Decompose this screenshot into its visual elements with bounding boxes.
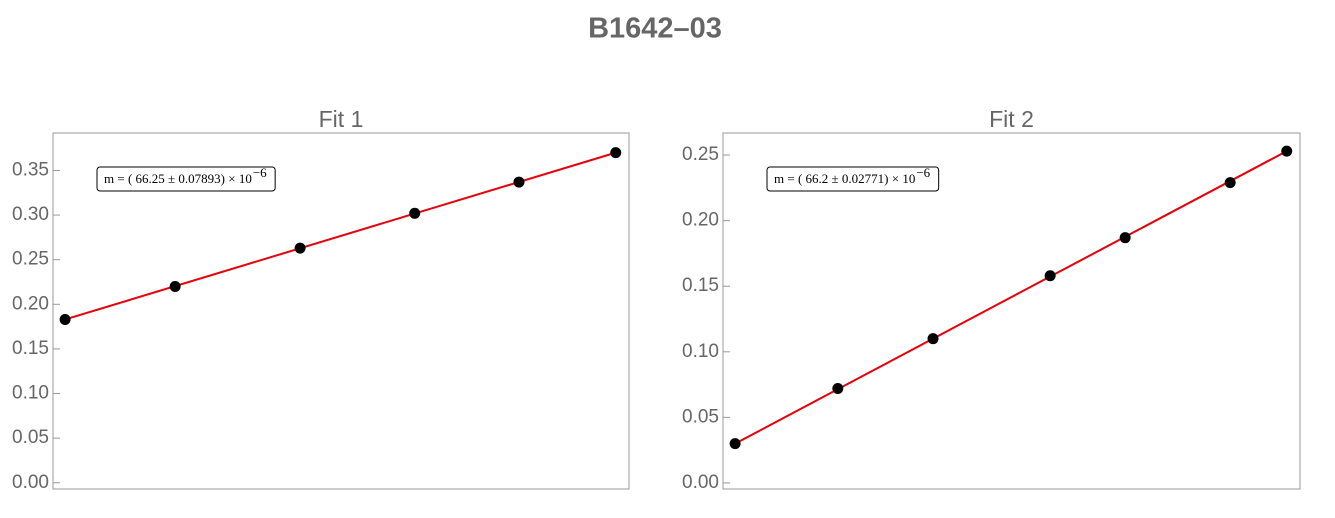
data-point [409,207,421,219]
y-tick-label: 0.00 [682,472,719,493]
y-tick-label: 0.15 [682,275,719,296]
y-tick-label: 0.30 [12,204,49,225]
data-point [729,438,741,450]
annotation: m = ( 66.2 ± 0.02771) × 10 −6 [766,165,940,192]
y-tick-label: 0.05 [682,406,719,427]
data-point [1281,145,1293,157]
y-tick-label: 0.10 [682,341,719,362]
y-tick-label: 0.35 [12,159,49,180]
data-point [1119,232,1131,244]
annotation-box [766,166,940,192]
data-point [832,383,844,395]
data-point [294,242,306,254]
fit-line [734,150,1288,445]
annotation: m = ( 66.25 ± 0.07893) × 10 −6 [96,165,276,192]
data-point [59,313,71,325]
data-point [1044,270,1056,282]
figure-title: B1642–03 [588,13,722,45]
y-tick-label: 0.20 [682,210,719,231]
y-tick-label: 0.20 [12,293,49,314]
data-point [927,333,939,345]
annotation-exponent: −6 [253,165,267,180]
y-tick-label: 0.15 [12,338,49,359]
data-point [169,280,181,292]
y-tick-label: 0.05 [12,427,49,448]
y-tick-label: 0.10 [12,383,49,404]
annotation-text: m = ( 66.2 ± 0.02771) × 10 [774,171,915,186]
annotation-box [96,166,276,192]
y-tick-label: 0.00 [12,472,49,493]
panel-title: Fit 1 [319,106,364,132]
plot-frame [52,132,630,490]
data-point [1224,177,1236,189]
panel-title: Fit 2 [989,106,1034,132]
annotation-exponent: −6 [916,165,930,180]
data-point [513,176,525,188]
data-point [610,147,622,159]
annotation-text: m = ( 66.25 ± 0.07893) × 10 [104,171,252,186]
plot-frame [722,132,1301,490]
y-tick-label: 0.25 [682,144,719,165]
y-tick-label: 0.25 [12,249,49,270]
